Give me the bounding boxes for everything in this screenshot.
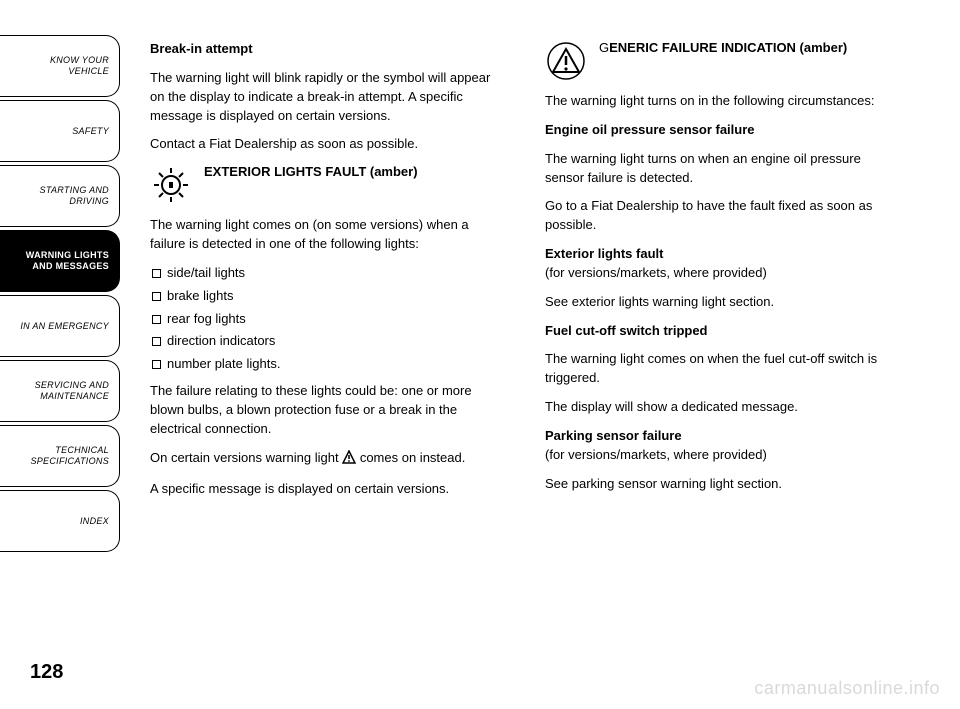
paragraph: The warning light comes on when the fuel… (545, 350, 900, 388)
bullet-text: brake lights (167, 288, 233, 303)
paragraph: See exterior lights warning light sectio… (545, 293, 900, 312)
bullet-icon (152, 360, 161, 369)
list-item: rear fog lights (150, 310, 505, 329)
paragraph: The failure relating to these lights cou… (150, 382, 505, 439)
paragraph: See parking sensor warning light section… (545, 475, 900, 494)
tab-emergency[interactable]: IN AN EMERGENCY (0, 295, 120, 357)
text-fragment: On certain versions warning light (150, 450, 342, 465)
right-column: GENERIC FAILURE INDICATION (amber) The w… (545, 40, 900, 689)
paragraph: The warning light will blink rapidly or … (150, 69, 505, 126)
content-area: Break-in attempt The warning light will … (120, 0, 960, 709)
sidebar-tabs: KNOW YOURVEHICLE SAFETY STARTING ANDDRIV… (0, 0, 120, 709)
paragraph: The display will show a dedicated messag… (545, 398, 900, 417)
tab-starting-driving[interactable]: STARTING ANDDRIVING (0, 165, 120, 227)
parking-sensor-heading: Parking sensor failure (for versions/mar… (545, 427, 900, 465)
tab-label: INDEX (80, 516, 109, 527)
bullet-list: side/tail lights brake lights rear fog l… (150, 264, 505, 374)
bullet-text: direction indicators (167, 333, 275, 348)
bullet-icon (152, 292, 161, 301)
exterior-lights-fault-heading: Exterior lights fault (for versions/mark… (545, 245, 900, 283)
heading-prefix: G (599, 40, 609, 55)
heading-text: Exterior lights fault (545, 246, 663, 261)
paragraph: The warning light turns on when an engin… (545, 150, 900, 188)
heading-text: ENERIC FAILURE INDICATION (amber) (609, 40, 847, 55)
tab-label: TECHNICALSPECIFICATIONS (30, 445, 109, 467)
paragraph: Contact a Fiat Dealership as soon as pos… (150, 135, 505, 154)
tab-servicing[interactable]: SERVICING ANDMAINTENANCE (0, 360, 120, 422)
bullet-icon (152, 337, 161, 346)
watermark: carmanualsonline.info (754, 678, 940, 699)
exterior-lights-heading: EXTERIOR LIGHTS FAULT (amber) (204, 164, 418, 181)
tab-label: STARTING ANDDRIVING (40, 185, 109, 207)
tab-know-your-vehicle[interactable]: KNOW YOURVEHICLE (0, 35, 120, 97)
left-column: Break-in attempt The warning light will … (150, 40, 505, 689)
generic-failure-heading: GENERIC FAILURE INDICATION (amber) (599, 40, 847, 57)
heading-subtext: (for versions/markets, where provided) (545, 447, 767, 462)
heading-text: Parking sensor failure (545, 428, 682, 443)
tab-warning-lights[interactable]: WARNING LIGHTSAND MESSAGES (0, 230, 120, 292)
tab-technical[interactable]: TECHNICALSPECIFICATIONS (0, 425, 120, 487)
manual-page: KNOW YOURVEHICLE SAFETY STARTING ANDDRIV… (0, 0, 960, 709)
bullet-text: rear fog lights (167, 311, 246, 326)
list-item: number plate lights. (150, 355, 505, 374)
tab-label: IN AN EMERGENCY (20, 321, 109, 332)
list-item: brake lights (150, 287, 505, 306)
warning-triangle-icon (342, 450, 356, 470)
oil-pressure-heading: Engine oil pressure sensor failure (545, 121, 900, 140)
page-number: 128 (30, 661, 63, 684)
bulb-icon (150, 164, 192, 206)
warning-triangle-icon (545, 40, 587, 82)
bullet-text: number plate lights. (167, 356, 280, 371)
tab-safety[interactable]: SAFETY (0, 100, 120, 162)
list-item: direction indicators (150, 332, 505, 351)
paragraph: The warning light turns on in the follow… (545, 92, 900, 111)
fuel-cutoff-heading: Fuel cut-off switch tripped (545, 322, 900, 341)
paragraph: On certain versions warning light comes … (150, 449, 505, 470)
paragraph: A specific message is displayed on certa… (150, 480, 505, 499)
bullet-icon (152, 269, 161, 278)
paragraph: Go to a Fiat Dealership to have the faul… (545, 197, 900, 235)
tab-label: SERVICING ANDMAINTENANCE (35, 380, 109, 402)
list-item: side/tail lights (150, 264, 505, 283)
generic-failure-heading-row: GENERIC FAILURE INDICATION (amber) (545, 40, 900, 82)
heading-subtext: (for versions/markets, where provided) (545, 265, 767, 280)
break-in-heading: Break-in attempt (150, 40, 505, 59)
tab-label: WARNING LIGHTSAND MESSAGES (26, 250, 109, 272)
text-fragment: comes on instead. (360, 450, 466, 465)
bullet-icon (152, 315, 161, 324)
exterior-lights-heading-row: EXTERIOR LIGHTS FAULT (amber) (150, 164, 505, 206)
tab-index[interactable]: INDEX (0, 490, 120, 552)
tab-label: SAFETY (72, 126, 109, 137)
paragraph: The warning light comes on (on some vers… (150, 216, 505, 254)
bullet-text: side/tail lights (167, 265, 245, 280)
tab-label: KNOW YOURVEHICLE (50, 55, 109, 77)
